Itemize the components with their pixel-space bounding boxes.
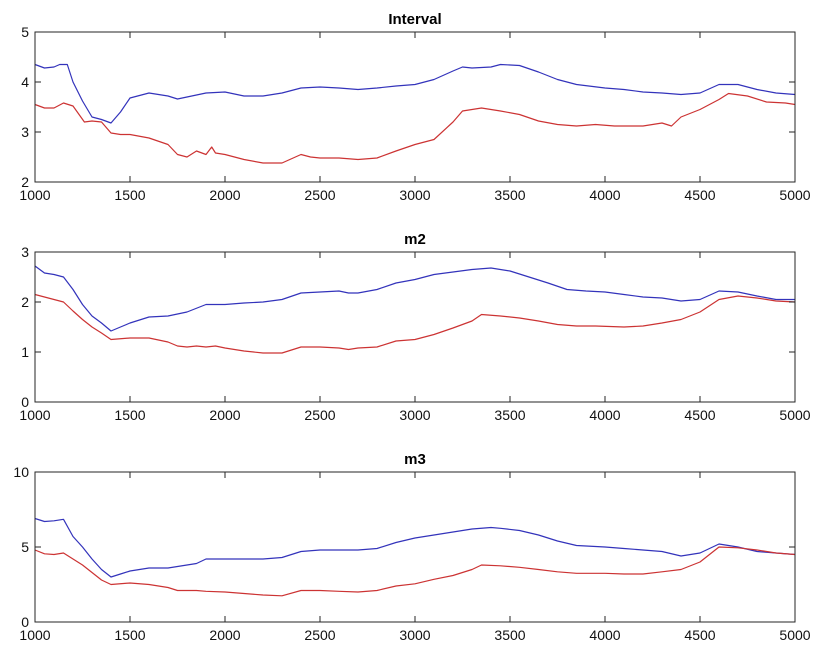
y-tick-label: 2 — [21, 294, 29, 310]
axes-box — [34, 251, 796, 403]
x-tick-label: 2500 — [304, 407, 335, 423]
x-tick-label: 1500 — [114, 407, 145, 423]
y-tick-label: 5 — [21, 539, 29, 555]
x-tick-label: 1000 — [19, 627, 50, 643]
chart-title: m3 — [404, 451, 426, 468]
x-tick-label: 5000 — [779, 627, 810, 643]
series-line-1 — [34, 265, 795, 332]
x-tick-label: 2500 — [304, 187, 335, 203]
chart-title: Interval — [388, 11, 441, 28]
y-tick-label: 5 — [21, 24, 29, 40]
x-tick-label: 4000 — [589, 187, 620, 203]
y-tick-label: 2 — [21, 174, 29, 190]
axes-box — [34, 471, 796, 623]
x-tick-label: 1000 — [19, 187, 50, 203]
x-tick-label: 1500 — [114, 187, 145, 203]
x-tick-label: 5000 — [779, 187, 810, 203]
x-tick-label: 3000 — [399, 187, 430, 203]
x-tick-label: 3000 — [399, 407, 430, 423]
series-line-2 — [34, 546, 796, 597]
x-tick-label: 4500 — [684, 407, 715, 423]
series-line-1 — [34, 63, 796, 124]
x-tick-label: 4000 — [589, 407, 620, 423]
chart-title: m2 — [404, 231, 426, 248]
y-tick-label: 3 — [21, 124, 29, 140]
chart-panel-2: m2 1000 1500 2000 2500 3000 3500 4000 4500 5000 0 1… — [19, 231, 810, 423]
x-tick-label: 2000 — [209, 187, 240, 203]
x-tick-label: 3500 — [494, 407, 525, 423]
x-tick-label: 1500 — [114, 627, 145, 643]
y-tick-label: 0 — [21, 614, 29, 630]
x-tick-label: 4500 — [684, 187, 715, 203]
x-tick-label: 3500 — [494, 187, 525, 203]
axes-box — [34, 31, 796, 183]
x-tick-label: 2500 — [304, 627, 335, 643]
y-tick-label: 10 — [13, 464, 29, 480]
y-tick-label: 0 — [21, 394, 29, 410]
series-line-1 — [34, 517, 796, 578]
series-line-2 — [34, 293, 796, 354]
x-tick-label: 4000 — [589, 627, 620, 643]
x-tick-label: 3000 — [399, 627, 430, 643]
x-tick-label: 2000 — [209, 407, 240, 423]
y-tick-label: 1 — [21, 344, 29, 360]
chart-panel-3: m3 1000 1500 2000 2500 3000 3500 4000 4500 5000 0 5… — [13, 451, 810, 643]
x-tick-label: 3500 — [494, 627, 525, 643]
x-tick-label: 1000 — [19, 407, 50, 423]
series-line-2 — [34, 92, 796, 164]
y-tick-label: 3 — [21, 244, 29, 260]
y-tick-label: 4 — [21, 74, 29, 90]
x-tick-label: 5000 — [779, 407, 810, 423]
x-tick-label: 4500 — [684, 627, 715, 643]
x-tick-label: 2000 — [209, 627, 240, 643]
